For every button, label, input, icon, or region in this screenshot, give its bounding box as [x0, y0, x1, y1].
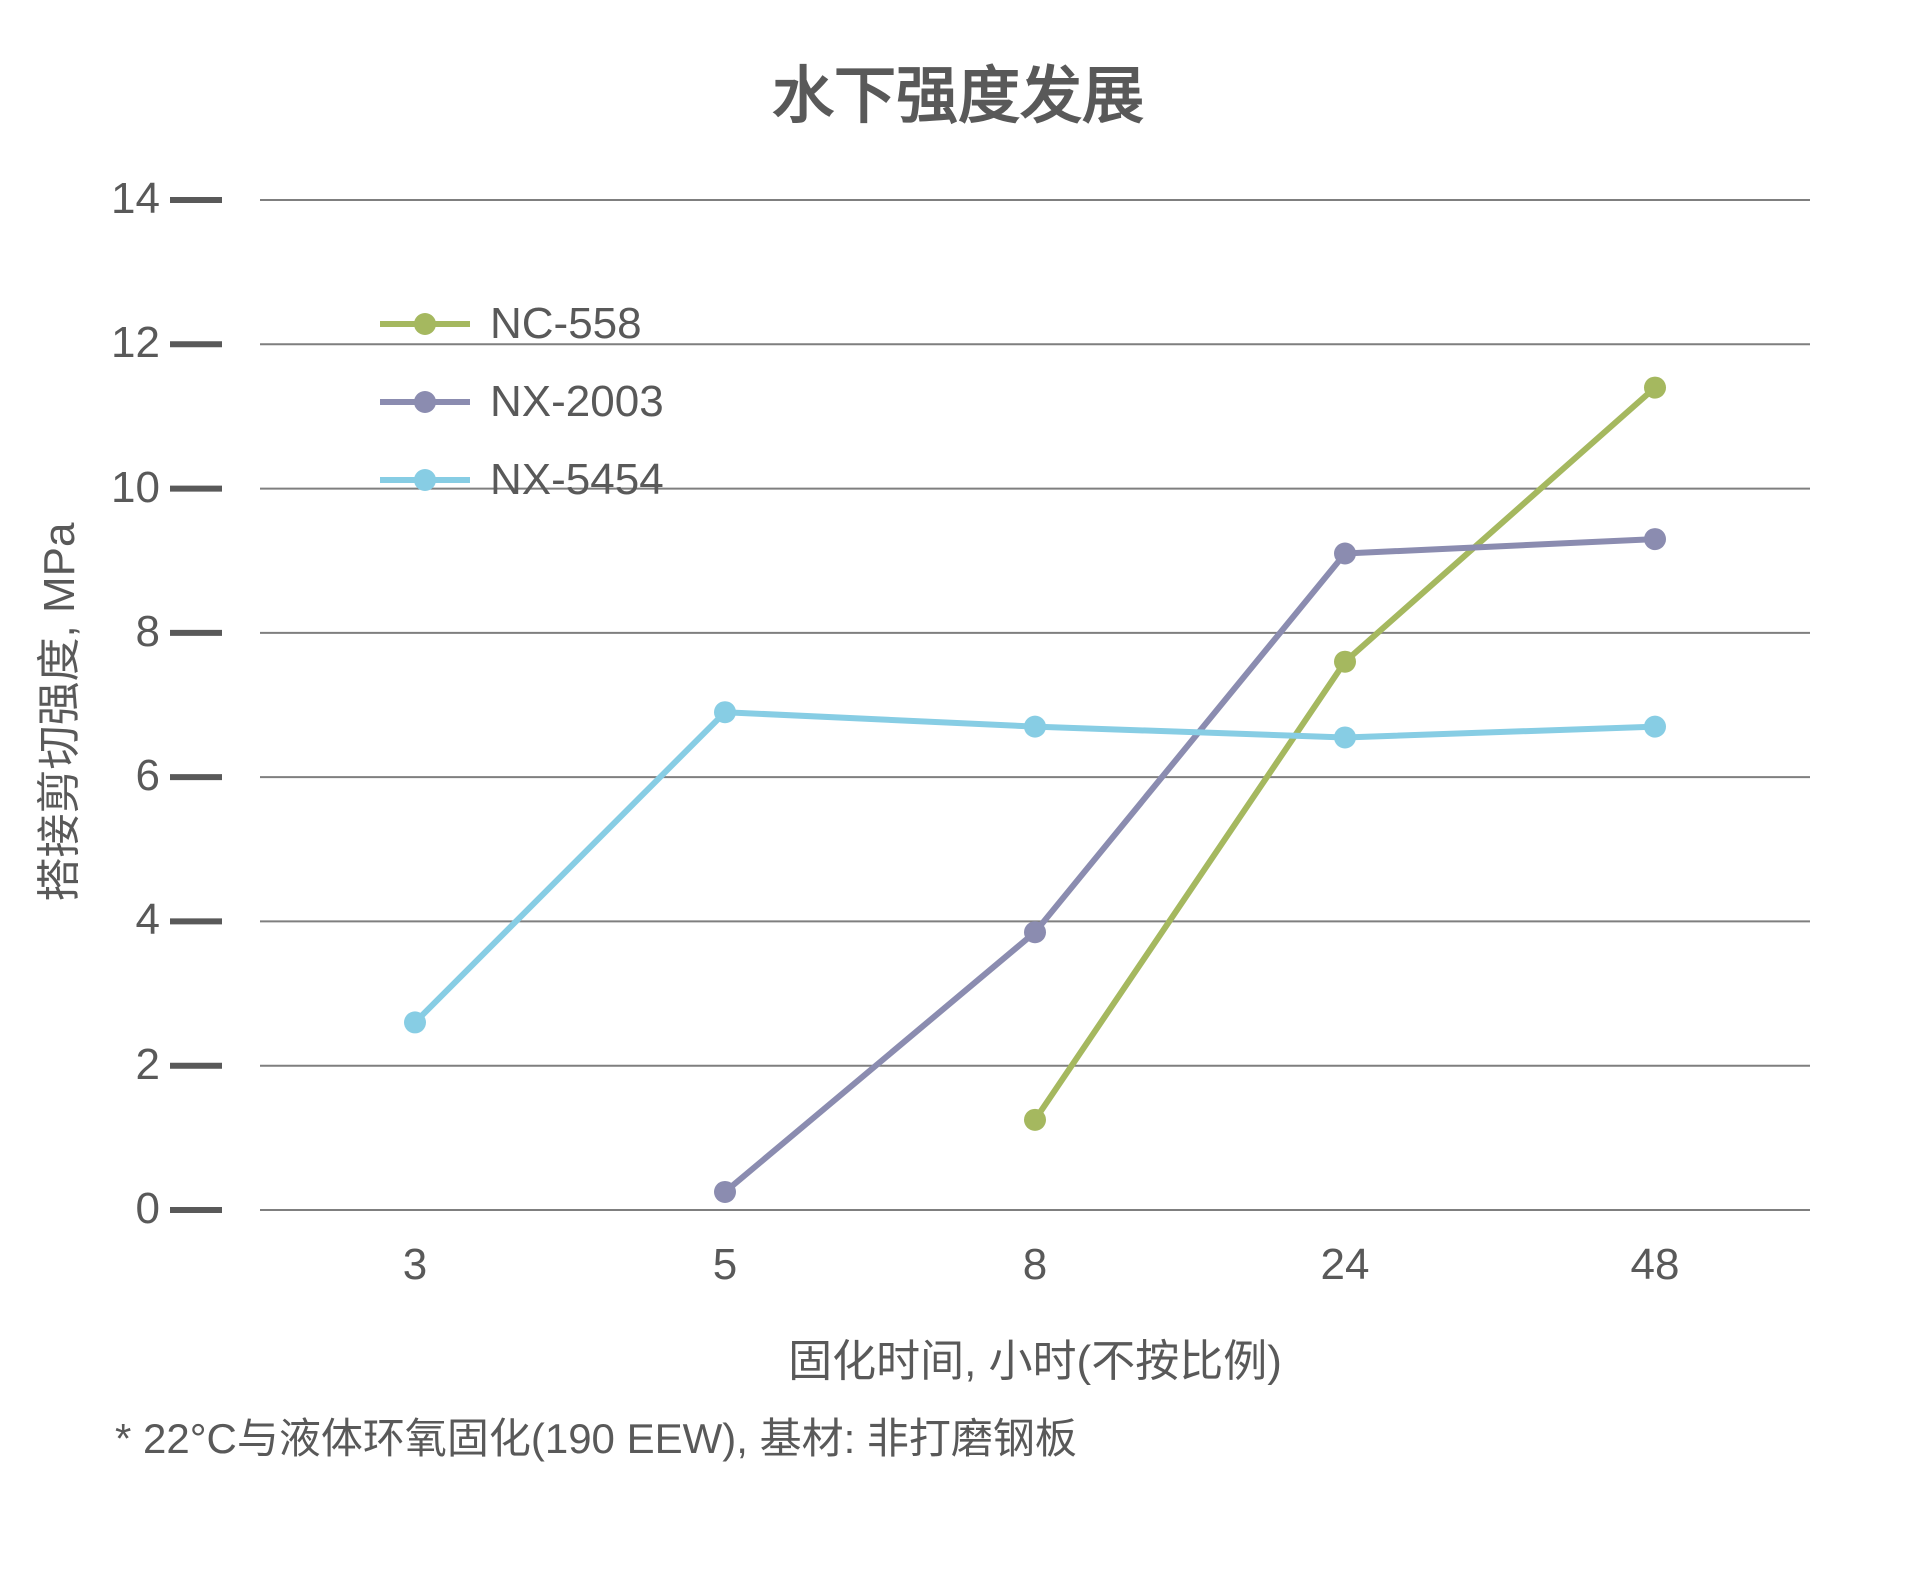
x-axis-label: 固化时间, 小时(不按比例): [260, 1325, 1810, 1389]
x-tick-label: 5: [665, 1240, 785, 1290]
y-tick-label: 6: [80, 751, 160, 801]
x-tick-label: 24: [1285, 1240, 1405, 1290]
legend-swatch-line: [380, 399, 470, 405]
legend-swatch-line: [380, 477, 470, 483]
x-tick-label: 3: [355, 1240, 475, 1290]
y-tick-label: 8: [80, 607, 160, 657]
chart-container: 水下强度发展 搭接剪切强度, MPa 固化时间, 小时(不按比例) * 22°C…: [0, 0, 1916, 1583]
y-tick-label: 10: [80, 463, 160, 513]
x-tick-label: 8: [975, 1240, 1095, 1290]
footnote: * 22°C与液体环氧固化(190 EEW), 基材: 非打磨钢板: [115, 1405, 1077, 1466]
y-tick-label: 2: [80, 1040, 160, 1090]
legend-item: NC-558: [380, 285, 664, 363]
legend-swatch-dot: [414, 313, 436, 335]
legend-swatch-dot: [414, 469, 436, 491]
legend-label: NX-5454: [490, 455, 664, 505]
x-tick-label: 48: [1595, 1240, 1715, 1290]
legend: NC-558 NX-2003 NX-5454: [380, 285, 664, 519]
y-axis-label: 搭接剪切强度, MPa: [23, 462, 87, 962]
legend-item: NX-2003: [380, 363, 664, 441]
legend-label: NC-558: [490, 299, 642, 349]
y-tick-label: 0: [80, 1184, 160, 1234]
legend-swatch-line: [380, 321, 470, 327]
legend-item: NX-5454: [380, 441, 664, 519]
y-tick-label: 14: [80, 174, 160, 224]
legend-label: NX-2003: [490, 377, 664, 427]
y-tick-label: 12: [80, 318, 160, 368]
legend-swatch-dot: [414, 391, 436, 413]
y-tick-label: 4: [80, 895, 160, 945]
